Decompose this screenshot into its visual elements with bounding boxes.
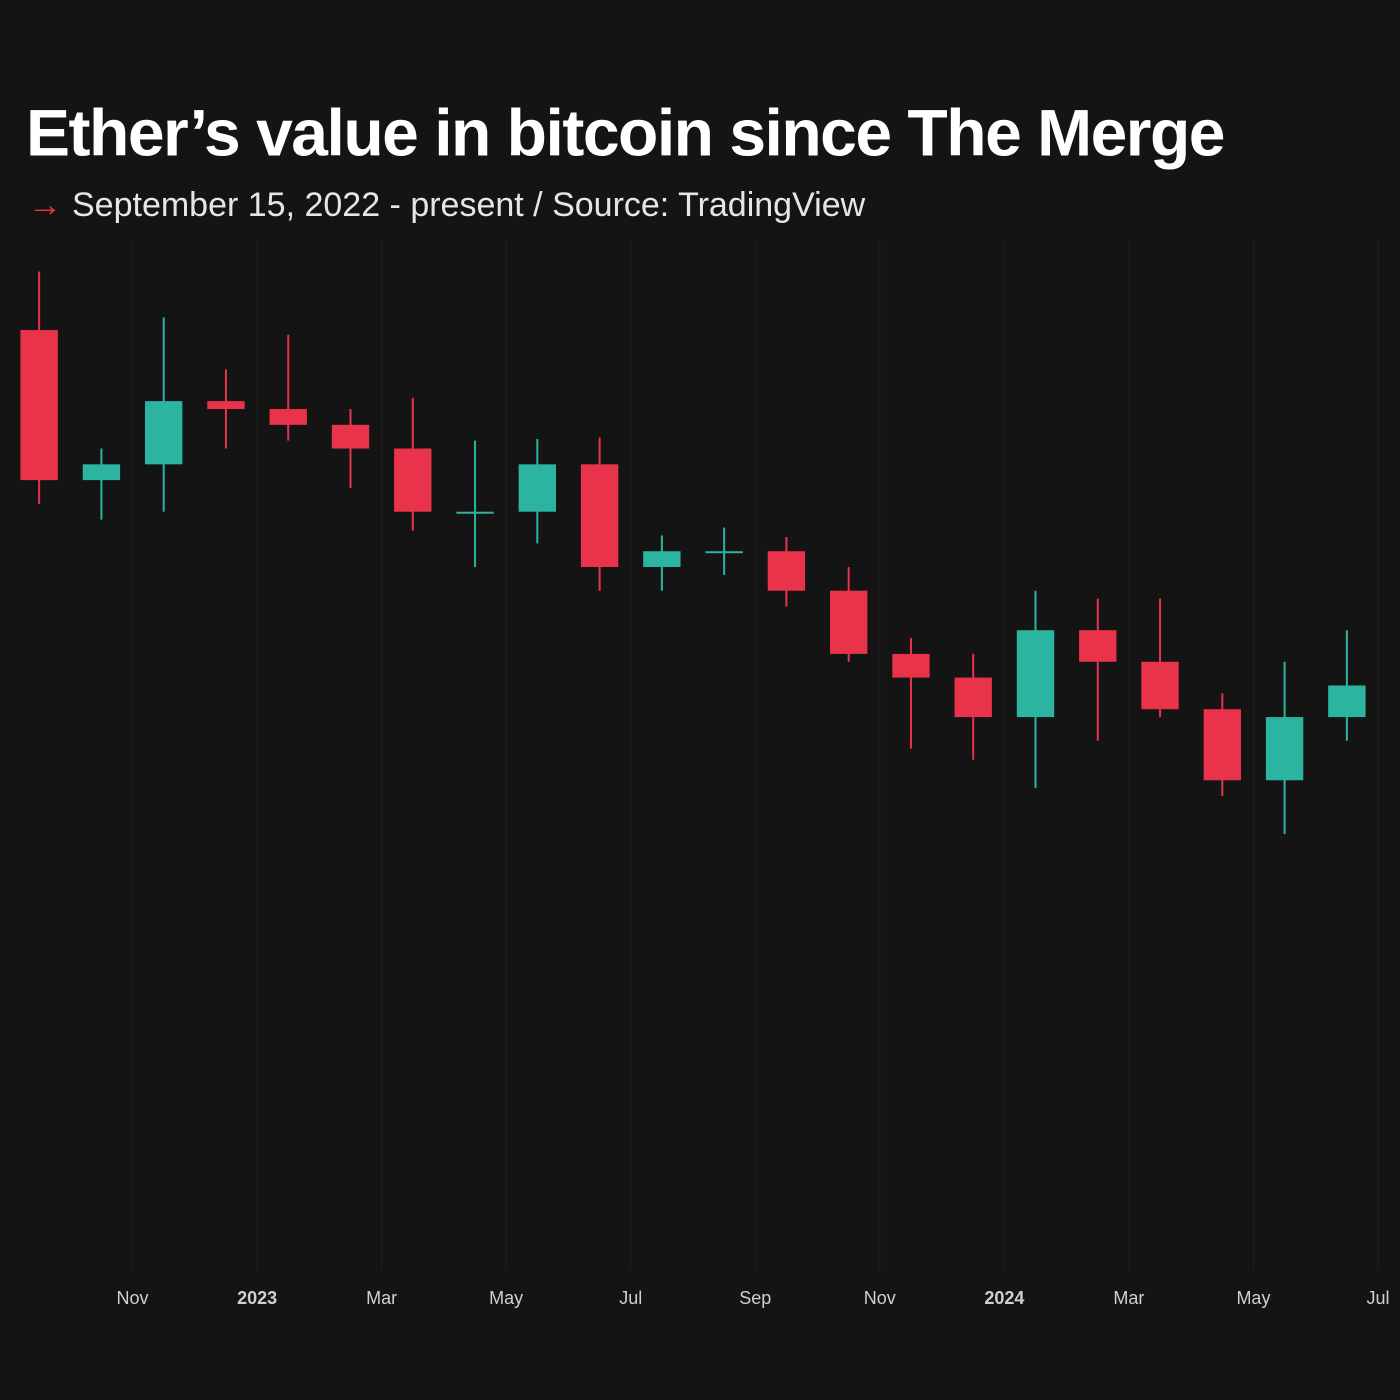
- x-tick-label: May: [1236, 1288, 1270, 1308]
- candle-body: [580, 464, 619, 568]
- candle-body: [394, 448, 432, 512]
- x-tick-label: May: [489, 1288, 523, 1308]
- x-tick-label: Mar: [366, 1288, 397, 1308]
- candle-body: [20, 330, 58, 481]
- subtitle-marker: →: [28, 186, 62, 224]
- candle-body: [456, 511, 494, 514]
- candle-body: [82, 464, 121, 481]
- candle-body: [830, 590, 868, 654]
- candle-body: [1079, 630, 1117, 662]
- candle-body: [643, 551, 681, 568]
- candle-body: [1328, 685, 1366, 718]
- candle-body: [1203, 709, 1241, 781]
- candle-body: [518, 464, 556, 512]
- candle-body: [954, 677, 992, 718]
- x-tick-label: 2023: [237, 1288, 277, 1308]
- candle-body: [1141, 661, 1179, 710]
- candle-body: [331, 424, 370, 449]
- chart-title: Ether’s value in bitcoin since The Merge: [26, 95, 1224, 169]
- candle-body: [207, 401, 245, 410]
- candle-body: [705, 551, 743, 554]
- x-tick-label: Sep: [739, 1288, 771, 1308]
- candle-body: [269, 409, 307, 425]
- candle-body: [145, 401, 183, 465]
- x-tick-label: Jul: [1366, 1288, 1389, 1308]
- x-tick-label: Nov: [117, 1288, 149, 1308]
- candle-body: [1265, 717, 1304, 781]
- x-tick-label: 2024: [984, 1288, 1024, 1308]
- x-tick-label: Nov: [864, 1288, 896, 1308]
- chart-subtitle: September 15, 2022 - present / Source: T…: [72, 186, 866, 224]
- x-tick-label: Mar: [1113, 1288, 1144, 1308]
- candle-body: [767, 551, 806, 591]
- candle-body: [1016, 630, 1055, 718]
- candle-body: [892, 653, 930, 678]
- x-tick-label: Jul: [619, 1288, 642, 1308]
